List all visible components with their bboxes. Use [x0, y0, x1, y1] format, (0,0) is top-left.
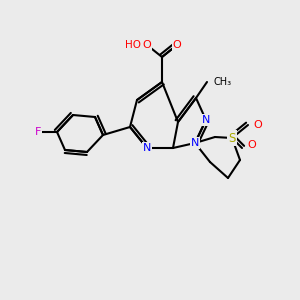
Text: O: O — [172, 40, 182, 50]
Text: HO: HO — [125, 40, 141, 50]
Text: N: N — [202, 115, 210, 125]
Text: F: F — [35, 127, 41, 137]
Text: CH₃: CH₃ — [213, 77, 231, 87]
Text: N: N — [143, 143, 151, 153]
Text: N: N — [191, 138, 199, 148]
Text: O: O — [253, 120, 262, 130]
Text: S: S — [228, 131, 236, 145]
Text: O: O — [142, 40, 152, 50]
Text: O: O — [247, 140, 256, 150]
